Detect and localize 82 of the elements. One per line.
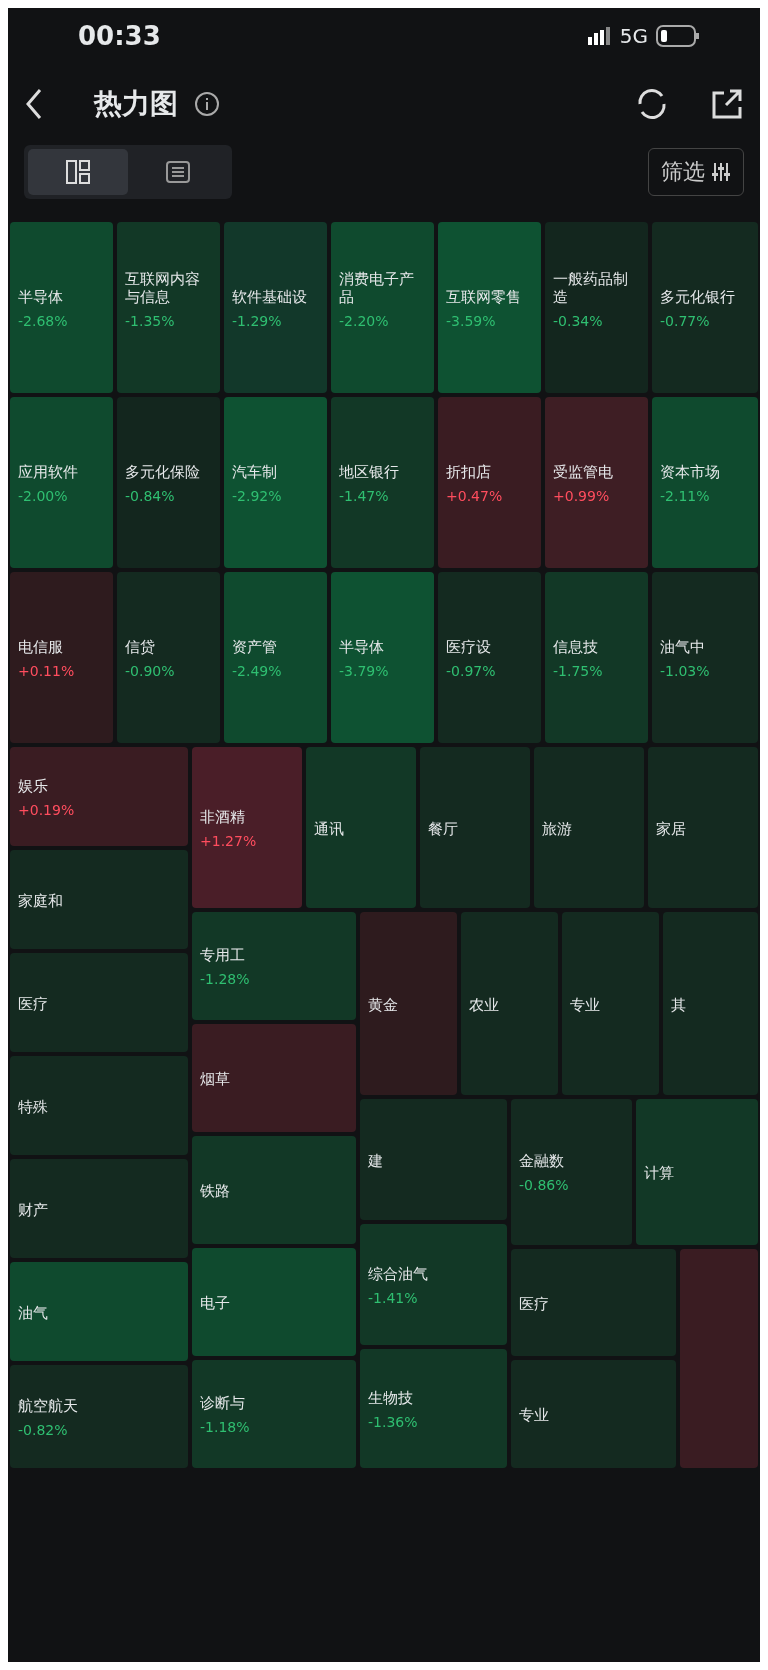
data-label: -1.03%	[660, 662, 710, 679]
data-label: -0.82%	[18, 1421, 68, 1438]
category-label: 医疗	[18, 994, 48, 1013]
category-label: 黄金	[368, 995, 398, 1014]
data-label: -3.79%	[339, 662, 389, 679]
data-label: +1.27%	[200, 832, 257, 849]
category-label: 餐厅	[428, 819, 458, 838]
text: 00:33	[78, 21, 161, 51]
category-label: 汽车制	[232, 462, 277, 481]
category-label: 计算	[644, 1164, 674, 1182]
data-label: -1.18%	[200, 1419, 250, 1435]
data-label: +0.99%	[553, 487, 610, 504]
category-label: 非酒精	[200, 807, 245, 826]
category-label: 电信服	[18, 637, 63, 656]
category-label: 家庭和	[18, 891, 63, 910]
category-label: 生物技	[368, 1388, 413, 1407]
category-label: 折扣店	[446, 462, 491, 481]
data-label: -2.68%	[18, 312, 68, 329]
data-label: -1.35%	[125, 312, 175, 329]
data-label: -2.49%	[232, 662, 282, 679]
text: 5G	[618, 24, 649, 48]
category-label: 专业	[519, 1406, 549, 1424]
data-label: +0.47%	[446, 487, 503, 504]
data-label: -2.11%	[660, 487, 710, 504]
category-label: 互联网零售	[446, 287, 521, 306]
category-label: 信息技	[553, 637, 598, 656]
category-label: 消费电子产品	[339, 269, 414, 306]
data-label: -2.92%	[232, 487, 282, 504]
category-label: 应用软件	[18, 462, 78, 481]
category-label: 资产管	[232, 637, 277, 656]
category-label: 其	[671, 995, 686, 1014]
category-label: 综合油气	[368, 1264, 428, 1283]
data-label: -1.29%	[232, 312, 282, 329]
category-label: 一般药品制造	[553, 269, 628, 306]
category-label: 电子	[200, 1294, 230, 1312]
category-label: 医疗设	[446, 637, 491, 656]
category-label: 半导体	[18, 287, 63, 306]
data-label: -1.28%	[200, 971, 250, 987]
category-label: 烟草	[200, 1070, 230, 1088]
category-label: 互联网内容与信息	[125, 269, 200, 306]
category-label: 多元化银行	[660, 287, 735, 306]
text: 筛选	[648, 148, 744, 196]
data-label: -2.20%	[339, 312, 389, 329]
data-label: +0.11%	[18, 662, 75, 679]
category-label: 专用工	[200, 946, 245, 964]
data-label: -0.86%	[519, 1177, 569, 1193]
category-label: 专业	[570, 995, 600, 1014]
data-label: -0.90%	[125, 662, 175, 679]
category-label: 受监管电	[553, 462, 613, 481]
category-label: 软件基础设	[232, 287, 307, 306]
category-label: 航空航天	[18, 1396, 78, 1415]
category-label: 油气	[18, 1303, 48, 1322]
data-label: -0.97%	[446, 662, 496, 679]
category-label: 农业	[469, 995, 499, 1014]
category-label: 财产	[18, 1200, 48, 1219]
category-label: 家居	[656, 819, 686, 838]
category-label: 地区银行	[338, 462, 399, 481]
data-label: -2.00%	[18, 487, 68, 504]
category-label: 通讯	[314, 819, 344, 838]
data-label: -0.77%	[660, 312, 710, 329]
data-label: -1.47%	[339, 487, 389, 504]
data-label: -3.59%	[446, 312, 496, 329]
text: 热力图	[94, 86, 178, 122]
category-label: 金融数	[519, 1152, 564, 1170]
category-label: 特殊	[18, 1097, 48, 1116]
category-label: 油气中	[660, 637, 705, 656]
category-label: 医疗	[519, 1294, 549, 1313]
category-label: 铁路	[199, 1182, 230, 1200]
data-label: +0.19%	[18, 801, 75, 818]
category-label: 信贷	[125, 637, 155, 656]
category-label: 娱乐	[18, 776, 48, 795]
category-label: 建	[367, 1151, 383, 1170]
category-label: 资本市场	[660, 462, 720, 481]
data-label: -1.41%	[368, 1289, 418, 1306]
data-label: -0.84%	[125, 487, 175, 504]
category-label: 多元化保险	[125, 462, 200, 481]
category-label: 旅游	[542, 819, 572, 838]
category-label: 半导体	[339, 637, 384, 656]
data-label: -0.34%	[553, 312, 603, 329]
data-label: -1.75%	[553, 662, 603, 679]
data-label: -1.36%	[368, 1413, 418, 1430]
category-label: 诊断与	[200, 1394, 245, 1412]
